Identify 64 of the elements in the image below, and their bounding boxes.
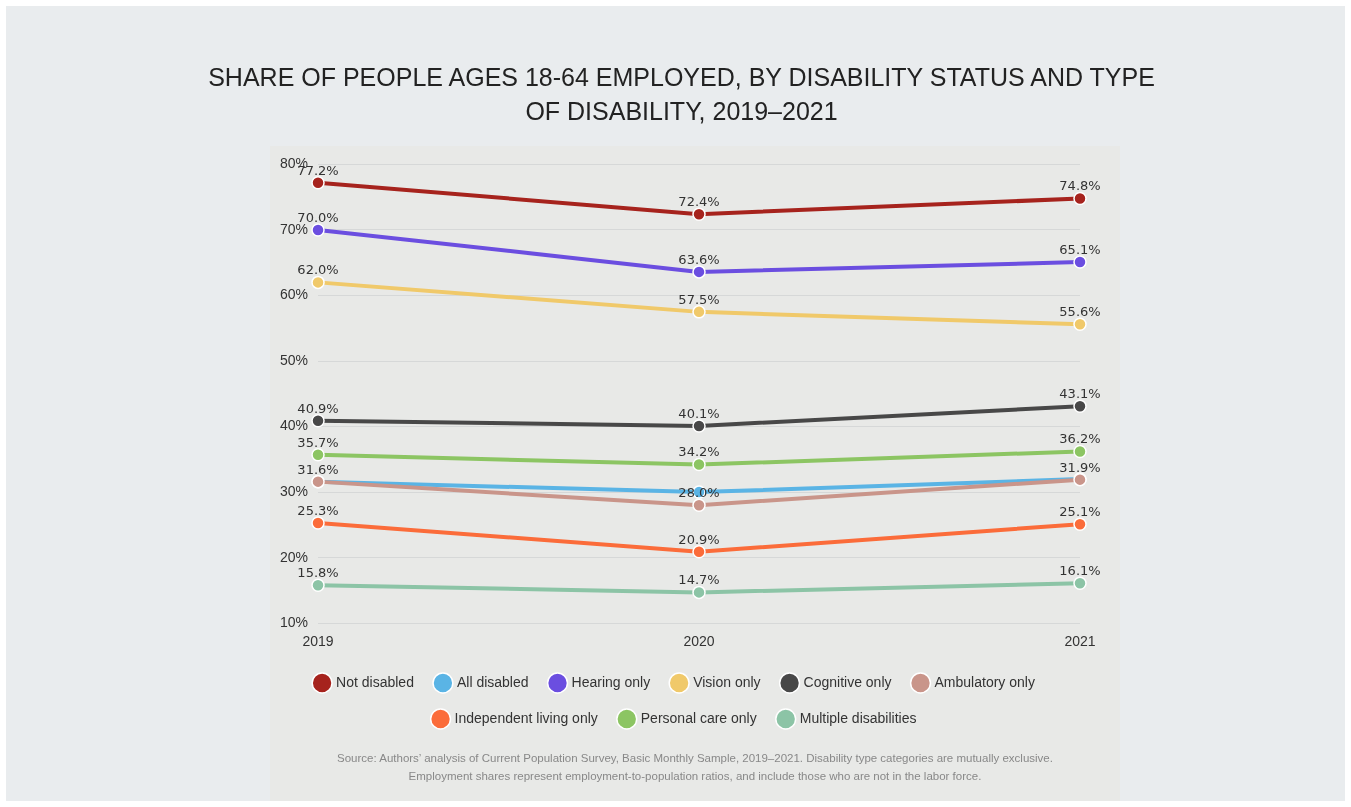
data-label: 74.8% [1059, 178, 1101, 194]
point [692, 585, 706, 600]
data-label: 15.8% [297, 565, 339, 581]
point [692, 457, 706, 472]
data-label: 31.9% [1059, 459, 1101, 475]
legend-label: Not disabled [336, 673, 414, 690]
point [692, 545, 706, 559]
data-label: 65.1% [1059, 241, 1101, 257]
point [311, 413, 325, 428]
data-label: 20.9% [678, 531, 720, 547]
point [311, 223, 325, 237]
point [1073, 517, 1087, 531]
point [1073, 444, 1087, 459]
point [1073, 399, 1087, 413]
data-label: 70.0% [297, 209, 339, 225]
data-label: 62.0% [297, 262, 339, 278]
legend-label: Personal care only [640, 709, 757, 726]
x-tick-label: 2019 [302, 633, 334, 650]
data-label: 36.2% [1059, 431, 1101, 447]
y-tick-label: 20% [279, 548, 309, 565]
legend-label: Hearing only [571, 673, 651, 690]
data-label: 31.6% [297, 461, 339, 477]
y-tick-label: 30% [279, 482, 309, 499]
data-label: 14.7% [678, 572, 720, 588]
point [311, 275, 325, 290]
data-label: 72.4% [678, 194, 720, 210]
point [692, 498, 706, 512]
point [692, 207, 706, 221]
legend-label: Independent living only [454, 709, 598, 726]
x-tick-label: 2021 [1064, 633, 1096, 650]
data-label: 55.6% [1059, 304, 1101, 320]
y-tick-label: 50% [279, 351, 309, 368]
point [1073, 317, 1087, 332]
data-label: 43.1% [1059, 386, 1101, 402]
data-label: 35.7% [297, 434, 339, 450]
legend-label: Ambulatory only [934, 673, 1035, 690]
x-tick-label: 2020 [683, 633, 715, 650]
y-tick-label: 40% [279, 417, 309, 434]
data-label: 57.5% [678, 291, 720, 307]
point [1073, 576, 1087, 590]
data-label: 40.9% [297, 400, 339, 416]
legend-label: All disabled [456, 673, 529, 690]
legend-label: Vision only [693, 673, 761, 690]
data-label: 25.3% [297, 502, 339, 518]
point [311, 516, 325, 530]
point [311, 578, 325, 592]
point [1073, 191, 1087, 206]
data-label: 16.1% [1059, 563, 1101, 579]
y-tick-label: 10% [279, 614, 309, 631]
data-label: 63.6% [678, 251, 720, 267]
point [311, 448, 325, 462]
y-tick-label: 60% [279, 286, 309, 303]
point [311, 176, 325, 190]
data-label: 25.1% [1059, 504, 1101, 520]
source-note: Source: Authors’ analysis of Current Population Survey, Basic Monthly Sample, 2019–2021. Disability type categories are mutually exclusive. Employment shares represent employment-to-population ratios, and include those who are not in the labor force. [336, 751, 1054, 784]
data-label: 34.2% [678, 444, 720, 460]
point [692, 305, 706, 319]
point [692, 419, 706, 433]
point [692, 265, 706, 279]
point [1073, 255, 1087, 269]
legend-label: Multiple disabilities [799, 709, 917, 726]
legend-label: Cognitive only [803, 673, 892, 690]
data-label: 40.1% [678, 405, 720, 421]
chart-title: SHARE OF PEOPLE AGES 18-64 EMPLOYED, BY DISABILITY STATUS AND TYPE OF DISABILITY, 2019–2021 [207, 62, 1156, 127]
